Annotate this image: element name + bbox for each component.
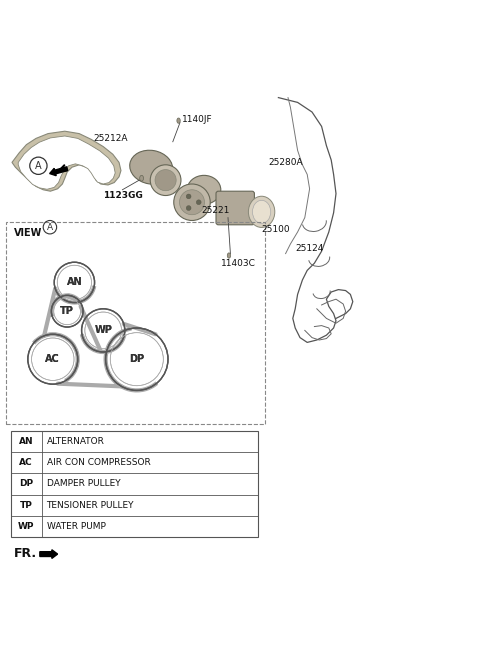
Circle shape [174,184,210,220]
Text: 1123GG: 1123GG [103,192,143,201]
Text: 25280A: 25280A [269,158,303,167]
Text: VIEW: VIEW [14,228,43,238]
Text: 25212A: 25212A [94,134,128,143]
Text: DP: DP [129,354,144,364]
Circle shape [186,206,191,211]
Ellipse shape [187,175,221,204]
Text: WP: WP [94,325,112,335]
Text: 25221: 25221 [202,206,230,215]
Ellipse shape [227,253,230,258]
Circle shape [155,170,176,191]
FancyArrow shape [49,167,68,176]
Text: WP: WP [94,325,112,335]
Text: 25124: 25124 [295,244,324,253]
Text: 1140JF: 1140JF [182,115,213,124]
Text: ALTERNATOR: ALTERNATOR [47,438,105,446]
Polygon shape [18,136,115,190]
Text: WP: WP [18,522,35,531]
Text: TP: TP [60,306,74,316]
Text: TP: TP [20,501,33,510]
Ellipse shape [249,196,275,228]
Text: AN: AN [67,277,82,287]
Text: AC: AC [46,354,60,364]
FancyBboxPatch shape [11,431,258,537]
Text: DP: DP [129,354,144,364]
Text: AN: AN [67,277,82,287]
Text: AIR CON COMPRESSOR: AIR CON COMPRESSOR [47,459,150,467]
Text: TP: TP [60,306,74,316]
Circle shape [196,200,201,205]
Circle shape [180,190,204,215]
Text: DP: DP [19,480,33,489]
FancyBboxPatch shape [216,191,254,225]
Ellipse shape [140,175,144,181]
Text: 25100: 25100 [262,225,290,234]
Text: 11403C: 11403C [221,258,256,268]
Circle shape [186,194,191,199]
Text: A: A [35,161,42,171]
Circle shape [150,165,181,195]
Text: AC: AC [19,459,33,467]
Text: DAMPER PULLEY: DAMPER PULLEY [47,480,120,489]
Polygon shape [12,131,121,191]
Ellipse shape [177,118,180,123]
Ellipse shape [252,200,271,223]
Text: WATER PUMP: WATER PUMP [47,522,106,531]
Text: A: A [47,222,53,232]
FancyArrow shape [40,550,58,558]
Text: FR.: FR. [13,547,36,560]
Text: AN: AN [19,438,34,446]
Text: TENSIONER PULLEY: TENSIONER PULLEY [47,501,134,510]
Ellipse shape [130,150,173,184]
Text: AC: AC [46,354,60,364]
